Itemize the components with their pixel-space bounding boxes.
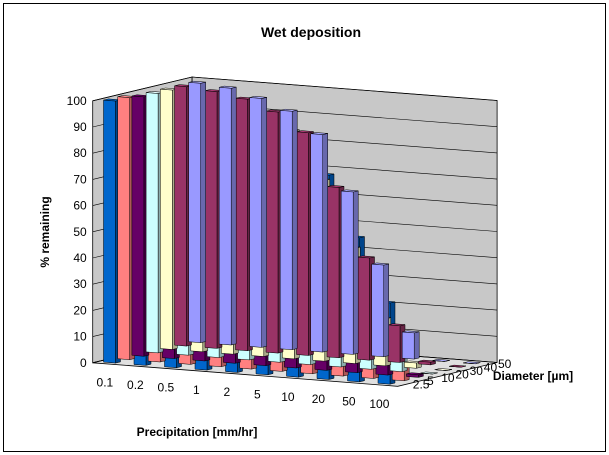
bar	[463, 361, 481, 365]
bar-front	[174, 85, 187, 347]
bar-front	[279, 110, 293, 350]
bar-front	[418, 361, 431, 366]
bar-front	[404, 361, 417, 369]
y-axis-label: % remaining	[38, 196, 52, 267]
bar-front	[357, 256, 370, 361]
bar-front	[235, 98, 248, 352]
y-tick-label: 70	[73, 172, 87, 186]
z-tick-label: 2.5	[413, 378, 430, 392]
bar-front	[463, 362, 476, 365]
x-axis-label: Precipitation [mm/hr]	[137, 425, 258, 439]
bar-front	[188, 82, 201, 343]
z-axis-label: Diameter [µm]	[493, 369, 573, 383]
y-tick-label: 30	[73, 277, 87, 291]
y-tick-label: 80	[73, 146, 87, 160]
bar-front	[103, 99, 116, 364]
x-tick-label: 50	[342, 395, 356, 409]
z-tick-label: 5	[427, 374, 434, 388]
x-axis-ticks: 0.1 0.2 0.5 1 2 5 10 20 50 100	[97, 376, 390, 411]
bar-front	[340, 190, 354, 355]
x-tick-label: 2	[224, 385, 231, 399]
bar-side	[261, 96, 267, 348]
y-axis-ticks: 0 10 20 30 40 50 60 70 80 90 100	[67, 94, 87, 370]
x-tick-label: 20	[312, 392, 326, 406]
bar-front	[434, 369, 447, 371]
bar-side	[230, 86, 237, 346]
bar-front	[145, 92, 159, 354]
bar	[401, 330, 420, 360]
bars	[103, 80, 481, 385]
y-tick-label: 100	[67, 94, 87, 108]
y-tick-label: 10	[73, 330, 87, 344]
bar	[218, 85, 237, 346]
bar-front	[131, 95, 145, 357]
bar-front	[406, 373, 419, 378]
x-tick-label: 0.5	[158, 380, 175, 394]
y-tick-label: 40	[73, 251, 87, 265]
bar-front	[296, 131, 309, 356]
z-tick-label: 20	[455, 367, 469, 381]
bar-front	[265, 110, 279, 354]
bar-front	[160, 88, 173, 350]
bar	[406, 372, 424, 378]
y-tick-label: 60	[73, 199, 87, 213]
bar	[188, 80, 206, 344]
bar	[432, 359, 450, 362]
bar-front	[249, 97, 262, 348]
gridline	[92, 76, 498, 102]
bar-side	[352, 190, 359, 355]
z-tick-label: 10	[441, 371, 455, 385]
bar-front	[401, 331, 415, 360]
bar-front	[204, 90, 218, 349]
bar-front	[218, 87, 232, 346]
x-tick-label: 5	[254, 387, 261, 401]
bar-front	[371, 263, 384, 358]
bar-front	[432, 360, 445, 362]
y-tick-label: 20	[73, 303, 87, 317]
bar-side	[383, 263, 389, 358]
z-tick-label: 40	[484, 361, 498, 375]
bar-front	[326, 186, 340, 359]
x-tick-label: 0.1	[97, 376, 114, 390]
x-tick-label: 100	[369, 397, 389, 411]
bar	[310, 132, 328, 353]
bar-front	[310, 133, 323, 353]
bar-front	[387, 324, 401, 363]
bar-side	[322, 133, 328, 353]
bar	[340, 189, 359, 355]
chart-title: Wet deposition	[261, 24, 361, 40]
bar	[448, 364, 467, 368]
bar-front	[420, 372, 433, 375]
bar	[418, 359, 436, 366]
z-tick-label: 50	[498, 357, 512, 371]
z-tick-label: 30	[470, 364, 484, 378]
x-tick-label: 1	[193, 383, 200, 397]
y-tick-label: 90	[73, 120, 87, 134]
x-tick-label: 0.2	[127, 378, 144, 392]
bar-side	[413, 331, 420, 360]
bar-front	[117, 96, 130, 360]
bar-front	[448, 366, 462, 368]
bar	[279, 108, 298, 351]
x-tick-label: 10	[281, 390, 295, 404]
bar-side	[291, 109, 298, 351]
y-tick-label: 50	[73, 225, 87, 239]
y-tick-label: 0	[80, 356, 87, 370]
bar	[420, 371, 438, 375]
bar	[371, 262, 389, 358]
bar-side	[200, 81, 206, 344]
bar	[434, 368, 452, 371]
bar	[249, 96, 267, 348]
